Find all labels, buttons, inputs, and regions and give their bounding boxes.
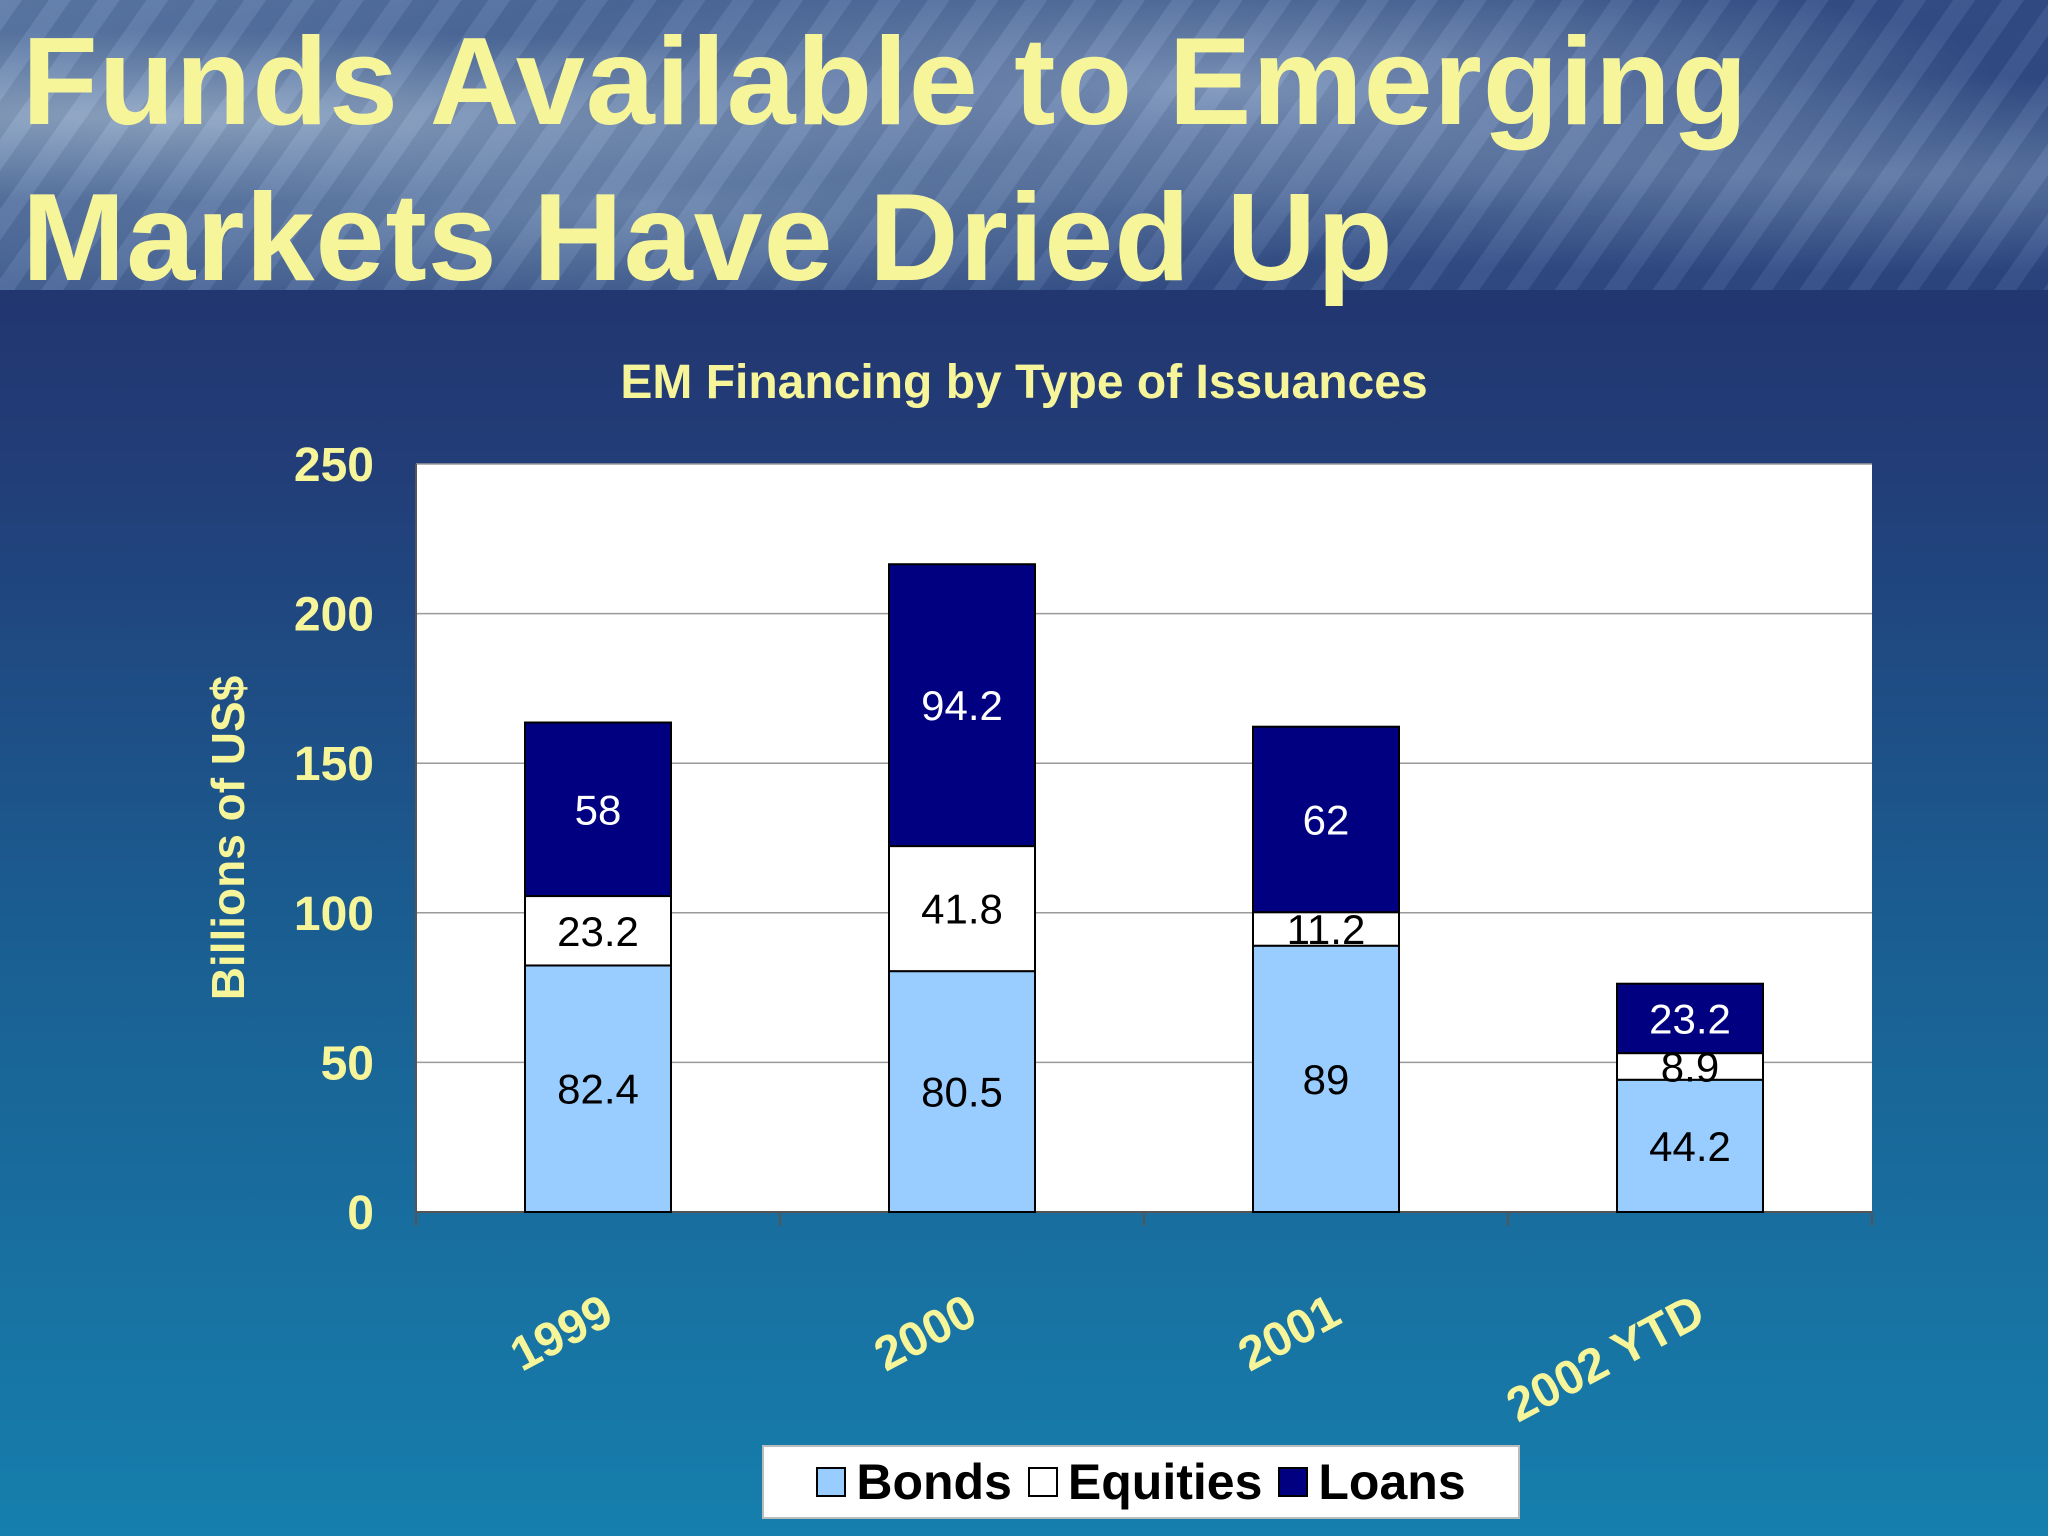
bar-equities	[524, 895, 672, 967]
legend-swatch-loans	[1278, 1467, 1309, 1497]
legend-swatch-equities	[1027, 1467, 1058, 1497]
y-tick-label: 150	[294, 738, 374, 791]
x-tick-label: 1999	[502, 1285, 621, 1382]
data-label: 44.2	[1649, 1123, 1731, 1170]
legend-label-equities: Equities	[1067, 1454, 1263, 1510]
data-label: 41.8	[921, 886, 1003, 933]
slide-title-line-2: Markets Have Dried Up	[22, 169, 1394, 307]
legend-label-bonds: Bonds	[856, 1454, 1012, 1510]
header-banner	[0, 0, 2048, 290]
data-label: 23.2	[1649, 995, 1731, 1042]
data-label: 82.4	[557, 1066, 639, 1113]
legend-item-equities: Equities	[1027, 1454, 1263, 1510]
y-tick-label: 50	[321, 1037, 374, 1090]
legend-item-bonds: Bonds	[816, 1454, 1012, 1510]
y-tick-label: 250	[294, 439, 374, 492]
y-tick-label: 100	[294, 888, 374, 941]
y-tick-label: 0	[347, 1187, 374, 1240]
legend-label-loans: Loans	[1318, 1454, 1466, 1510]
chart-legend: Bonds Equities Loans	[762, 1445, 1520, 1519]
x-tick-label: 2000	[866, 1285, 985, 1382]
x-tick-label: 2001	[1230, 1285, 1349, 1382]
bar-loans	[888, 563, 1036, 848]
y-tick-label: 200	[294, 589, 374, 642]
legend-swatch-bonds	[816, 1467, 847, 1497]
bar-loans	[1252, 725, 1400, 914]
slide-title: Funds Available to Emerging Markets Have…	[22, 4, 2022, 316]
bar-equities	[888, 845, 1036, 973]
data-label: 89	[1303, 1056, 1350, 1103]
data-label: 11.2	[1287, 906, 1366, 953]
legend-item-loans: Loans	[1278, 1454, 1466, 1510]
bar-bonds	[524, 964, 672, 1214]
bar-loans	[1616, 982, 1764, 1055]
data-label: 94.2	[921, 682, 1003, 729]
bar-equities	[1252, 911, 1400, 947]
x-tick-label: 2002 YTD	[1498, 1285, 1713, 1433]
bar-bonds	[888, 970, 1036, 1213]
bar-loans	[524, 721, 672, 898]
data-label: 23.2	[557, 908, 639, 955]
slide-title-line-1: Funds Available to Emerging	[22, 13, 1749, 151]
data-label: 58	[575, 786, 622, 833]
y-axis-title: Billions of US$	[202, 676, 254, 1001]
data-label: 62	[1303, 796, 1350, 843]
bar-equities	[1616, 1052, 1764, 1081]
data-label: 80.5	[921, 1069, 1003, 1116]
chart-title: EM Financing by Type of Issuances	[620, 356, 1427, 409]
bar-bonds	[1252, 944, 1400, 1213]
